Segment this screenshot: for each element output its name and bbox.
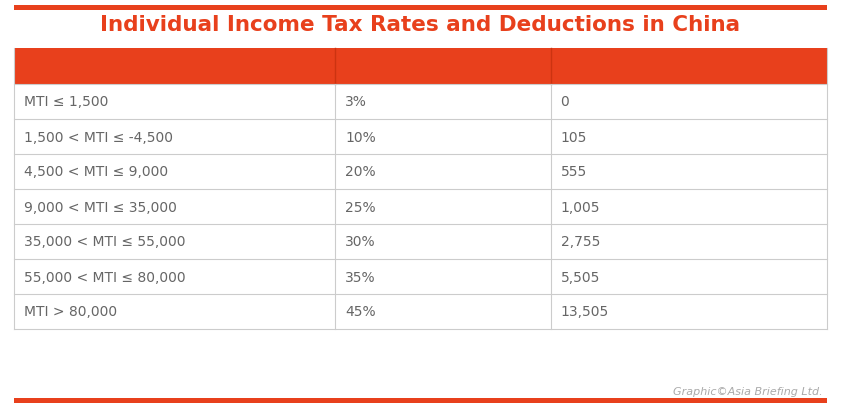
Text: 1,005: 1,005	[561, 200, 600, 214]
Text: 555: 555	[561, 165, 587, 179]
Text: Graphic©Asia Briefing Ltd.: Graphic©Asia Briefing Ltd.	[674, 386, 823, 396]
Bar	[14, 294, 827, 329]
Text: 4,500 < MTI ≤ 9,000: 4,500 < MTI ≤ 9,000	[24, 165, 168, 179]
Bar	[14, 398, 827, 403]
Text: MTI ≤ 1,500: MTI ≤ 1,500	[24, 95, 108, 109]
Bar	[14, 224, 827, 259]
Text: 1,500 < MTI ≤ -4,500: 1,500 < MTI ≤ -4,500	[24, 130, 173, 144]
Text: 9,000 < MTI ≤ 35,000: 9,000 < MTI ≤ 35,000	[24, 200, 177, 214]
Text: 13,505: 13,505	[561, 305, 609, 319]
Text: 0: 0	[561, 95, 569, 109]
Text: MTI > 80,000: MTI > 80,000	[24, 305, 117, 319]
Text: 105: 105	[561, 130, 587, 144]
Bar	[14, 49, 827, 85]
Text: 55,000 < MTI ≤ 80,000: 55,000 < MTI ≤ 80,000	[24, 270, 186, 284]
Bar	[14, 154, 827, 190]
Text: 25%: 25%	[345, 200, 376, 214]
Text: 35%: 35%	[345, 270, 376, 284]
Text: 35,000 < MTI ≤ 55,000: 35,000 < MTI ≤ 55,000	[24, 235, 186, 249]
Bar	[14, 259, 827, 294]
Text: Monthly taxable income (RMB): Monthly taxable income (RMB)	[24, 60, 265, 74]
Text: 20%: 20%	[345, 165, 376, 179]
Text: 10%: 10%	[345, 130, 376, 144]
Text: Tax rate: Tax rate	[345, 60, 409, 74]
Bar	[14, 190, 827, 224]
Text: Quick deduction (RMB): Quick deduction (RMB)	[561, 60, 740, 74]
Bar	[14, 85, 827, 120]
Text: 3%: 3%	[345, 95, 367, 109]
Text: 30%: 30%	[345, 235, 376, 249]
Text: 45%: 45%	[345, 305, 376, 319]
Text: 2,755: 2,755	[561, 235, 600, 249]
Text: Individual Income Tax Rates and Deductions in China: Individual Income Tax Rates and Deductio…	[100, 15, 741, 35]
Bar	[14, 6, 827, 11]
Text: 5,505: 5,505	[561, 270, 600, 284]
Bar	[14, 120, 827, 154]
